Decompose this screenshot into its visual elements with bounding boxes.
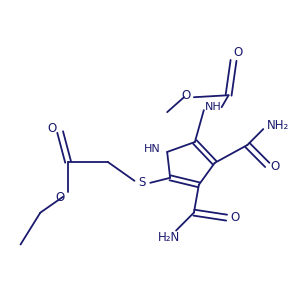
Text: O: O [56, 191, 65, 204]
Text: NH₂: NH₂ [267, 119, 289, 131]
Text: H₂N: H₂N [158, 231, 180, 244]
Text: O: O [271, 160, 280, 173]
Text: HN: HN [144, 144, 161, 154]
Text: S: S [139, 176, 146, 189]
Text: O: O [234, 46, 243, 59]
Text: NH: NH [205, 102, 222, 112]
Text: O: O [230, 211, 239, 224]
Text: O: O [181, 89, 191, 102]
Text: O: O [48, 122, 57, 135]
